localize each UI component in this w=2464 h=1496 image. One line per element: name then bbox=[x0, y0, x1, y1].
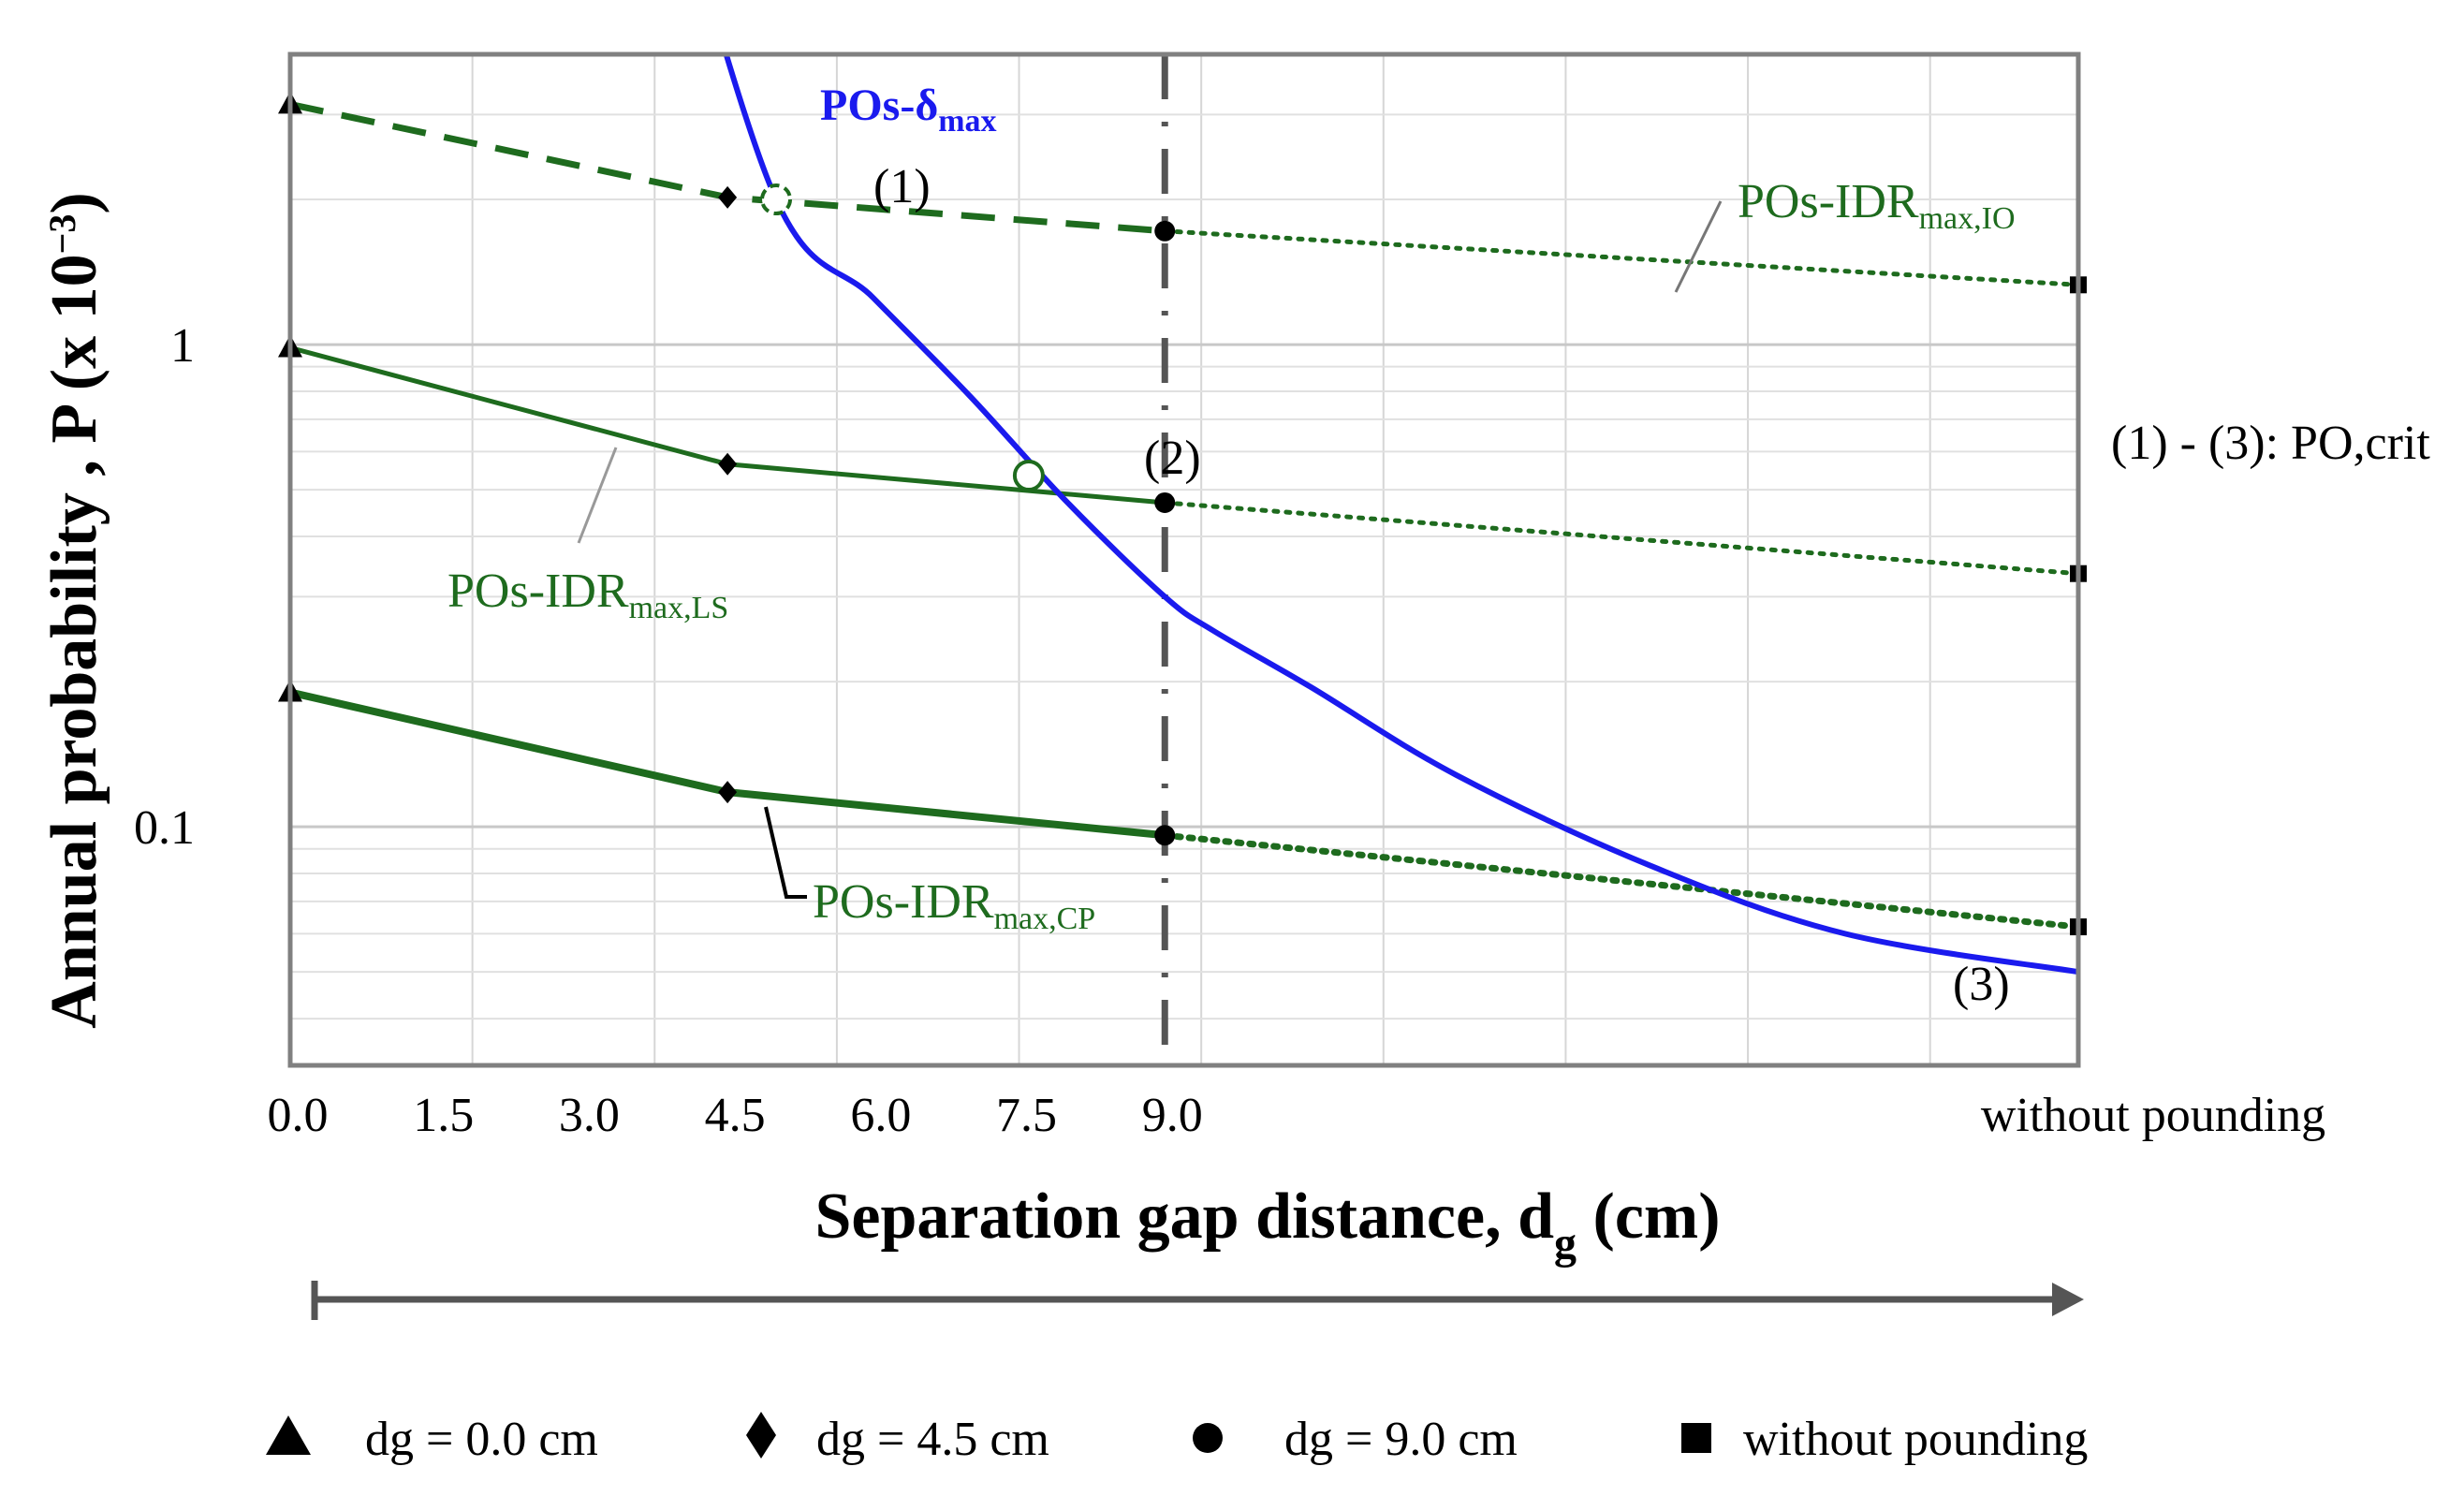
cp-leader-line bbox=[764, 806, 807, 899]
label-ls: POs-IDRmax,LS bbox=[447, 565, 728, 625]
legend-item-square: without pounding bbox=[1681, 1413, 2088, 1466]
legend-item-diamond: dg = 4.5 cm bbox=[746, 1412, 1049, 1466]
gap-direction-arrow bbox=[311, 1281, 2084, 1320]
x-tick-label: 6.0 bbox=[850, 1089, 911, 1142]
x-tick-label: 0.0 bbox=[268, 1089, 329, 1142]
marker-circle-0 bbox=[1154, 220, 1176, 242]
series-line-delta bbox=[723, 54, 2078, 975]
series-dotted-0 bbox=[1162, 228, 2081, 287]
marker-diamond-2 bbox=[718, 781, 738, 804]
x-tick-label: 4.5 bbox=[705, 1089, 766, 1142]
series-annotations: POs-IDRmax,IO POs-IDRmax,LS POs-IDRmax,C… bbox=[447, 81, 2430, 1011]
x-axis-title: Separation gap distance, dg (cm) bbox=[814, 1181, 1720, 1269]
legend: dg = 0.0 cm dg = 4.5 cm dg = 9.0 cm with… bbox=[266, 1412, 2088, 1466]
po-crit-marker-1 bbox=[760, 183, 793, 216]
tick-layer: 0.0 1.5 3.0 4.5 6.0 7.5 9.0 without pounding 1 0.… bbox=[134, 319, 2325, 1142]
series-line-2 bbox=[289, 688, 1166, 840]
y-tick-label: 0.1 bbox=[134, 801, 195, 855]
plot-frame bbox=[287, 51, 2081, 1068]
marker-circle-2 bbox=[1154, 825, 1176, 846]
legend-item-circle: dg = 9.0 cm bbox=[1193, 1413, 1518, 1466]
x-tick-label: 3.0 bbox=[559, 1089, 620, 1142]
marker-diamond-0 bbox=[718, 185, 738, 209]
svg-text:dg = 0.0 cm: dg = 0.0 cm bbox=[365, 1413, 598, 1466]
po-crit-note: (1) - (3): PO,crit bbox=[2111, 417, 2430, 470]
x-tick-label: without pounding bbox=[1981, 1089, 2325, 1142]
x-tick-label: 1.5 bbox=[413, 1089, 474, 1142]
label-io: POs-IDRmax,IO bbox=[1738, 175, 2016, 236]
x-tick-label: 9.0 bbox=[1142, 1089, 1203, 1142]
ls-leader-line bbox=[577, 447, 618, 544]
io-leader-line bbox=[1674, 200, 1723, 293]
svg-text:dg = 9.0 cm: dg = 9.0 cm bbox=[1284, 1413, 1518, 1466]
po-crit-label-1: (1) bbox=[873, 160, 931, 213]
grid bbox=[290, 53, 2078, 1065]
series-line-0 bbox=[289, 101, 1166, 235]
y-axis-title: Annual probability , P (x 10−3) bbox=[38, 192, 110, 1028]
y-tick-label: 1 bbox=[170, 319, 195, 373]
po-crit-marker-2 bbox=[1012, 459, 1045, 491]
marker-diamond-1 bbox=[718, 452, 738, 476]
legend-item-triangle: dg = 0.0 cm bbox=[266, 1413, 598, 1466]
po-crit-label-3: (3) bbox=[1953, 958, 2010, 1011]
po-crit-label-2: (2) bbox=[1144, 432, 1201, 485]
svg-text:without pounding: without pounding bbox=[1743, 1413, 2088, 1466]
series-dotted-1 bbox=[1162, 500, 2081, 577]
label-delta: POs-δmax bbox=[820, 81, 997, 139]
series-dotted-2 bbox=[1161, 831, 2082, 931]
label-cp: POs-IDRmax,CP bbox=[813, 875, 1095, 936]
x-tick-label: 7.5 bbox=[996, 1089, 1057, 1142]
marker-circle-1 bbox=[1154, 491, 1176, 513]
svg-text:dg = 4.5 cm: dg = 4.5 cm bbox=[816, 1413, 1049, 1466]
